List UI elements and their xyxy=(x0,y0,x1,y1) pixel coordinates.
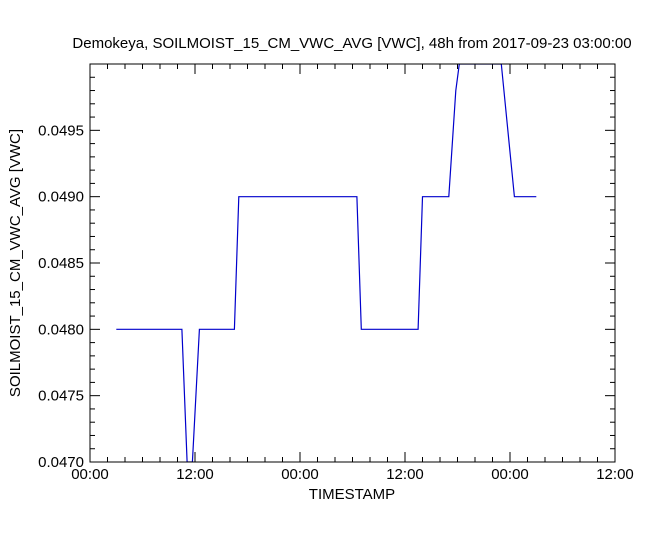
x-tick-label: 00:00 xyxy=(281,466,319,483)
y-tick-label: 0.0485 xyxy=(38,255,84,272)
x-tick-label: 12:00 xyxy=(386,466,424,483)
chart-title: Demokeya, SOILMOIST_15_CM_VWC_AVG [VWC],… xyxy=(72,35,631,52)
y-tick-label: 0.0475 xyxy=(38,388,84,405)
y-tick-label: 0.0470 xyxy=(38,454,84,471)
x-tick-label: 00:00 xyxy=(491,466,529,483)
x-axis-label: TIMESTAMP xyxy=(309,486,395,503)
y-tick-label: 0.0495 xyxy=(38,122,84,139)
y-axis-label: SOILMOIST_15_CM_VWC_AVG [VWC] xyxy=(7,129,24,397)
series-line xyxy=(116,64,537,462)
plot-frame xyxy=(89,63,616,463)
x-tick-label: 12:00 xyxy=(176,466,214,483)
tick-labels: 00:00 12:00 00:00 12:00 00:00 12:00 0.0470 0.04… xyxy=(38,122,634,483)
x-tick-label: 12:00 xyxy=(596,466,634,483)
axis-ticks xyxy=(89,63,616,463)
y-tick-label: 0.0480 xyxy=(38,321,84,338)
x-tick-label: 00:00 xyxy=(71,466,109,483)
y-tick-label: 0.0490 xyxy=(38,189,84,206)
